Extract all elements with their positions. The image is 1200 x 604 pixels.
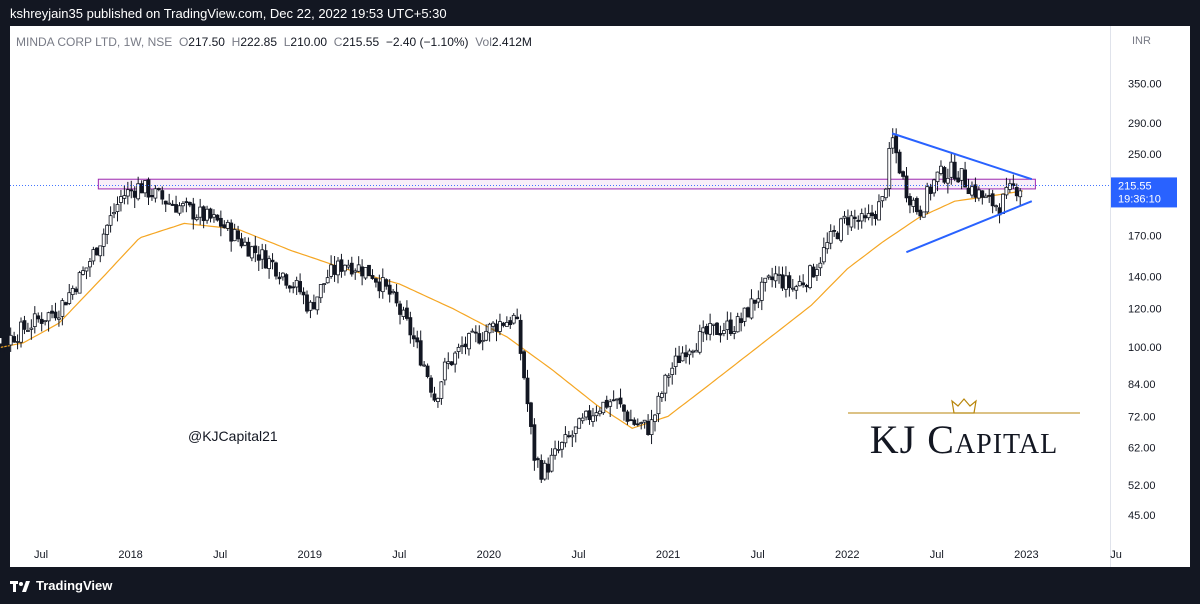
crown-icon bbox=[848, 398, 1080, 414]
kj-capital-logo: KJ Capital bbox=[848, 398, 1080, 462]
low-label: L bbox=[283, 35, 291, 49]
candle-body bbox=[0, 337, 3, 345]
chart-pane[interactable] bbox=[10, 26, 1110, 567]
top-bar: kshreyjain35 published on TradingView.co… bbox=[0, 0, 1200, 26]
tradingview-label: TradingView bbox=[36, 578, 113, 593]
change-value: −2.40 (−1.10%) bbox=[385, 35, 469, 49]
candle-body bbox=[5, 341, 10, 345]
close-label: C bbox=[333, 35, 343, 49]
candle-body bbox=[1, 337, 6, 344]
volume-label: Vol bbox=[475, 35, 492, 49]
low-value: 210.00 bbox=[290, 35, 328, 49]
watermark-handle: @KJCapital21 bbox=[188, 428, 278, 444]
price-scale[interactable] bbox=[1110, 26, 1191, 567]
open-label: O bbox=[178, 35, 189, 49]
kj-capital-text: KJ Capital bbox=[869, 417, 1059, 462]
tradingview-logo-icon bbox=[10, 580, 30, 592]
tradingview-brand[interactable]: TradingView bbox=[10, 578, 112, 593]
high-label: H bbox=[231, 35, 241, 49]
symbol-legend: MINDA CORP LTD, 1W, NSE O217.50 H222.85 … bbox=[16, 35, 532, 49]
symbol-name: MINDA CORP LTD, 1W, NSE bbox=[16, 35, 173, 49]
open-value: 217.50 bbox=[188, 35, 225, 49]
right-edge bbox=[1190, 26, 1200, 567]
close-value: 215.55 bbox=[342, 35, 380, 49]
volume-value: 2.412M bbox=[491, 35, 532, 49]
bottom-bar: TradingView bbox=[0, 567, 1200, 604]
publish-info: kshreyjain35 published on TradingView.co… bbox=[10, 6, 447, 21]
high-value: 222.85 bbox=[240, 35, 278, 49]
